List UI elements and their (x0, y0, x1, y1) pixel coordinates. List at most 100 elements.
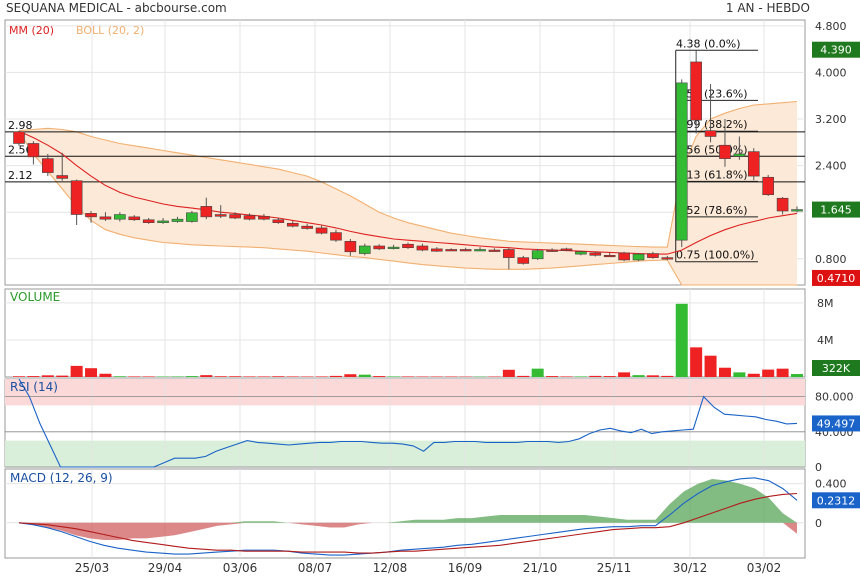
candle (517, 257, 530, 264)
volume-bar (387, 376, 400, 377)
candle (330, 232, 342, 241)
volume-bar (85, 368, 98, 377)
volume-bar (632, 375, 645, 377)
horizontal-line-label: 2.12 (8, 169, 33, 182)
candle (358, 245, 371, 254)
macd-line (18, 477, 798, 556)
x-tick-label: 25/11 (597, 561, 632, 575)
candle (200, 206, 213, 218)
candle (186, 212, 198, 222)
candle (229, 214, 241, 219)
volume-bar (675, 303, 688, 377)
volume-bar (113, 376, 126, 377)
fibonacci-level-label: 4.38 (0.0%) (676, 37, 741, 50)
volume-bar (762, 369, 775, 377)
rsi-title: RSI (14) (10, 380, 58, 394)
x-tick-label: 30/12 (673, 561, 708, 575)
volume-bar (286, 376, 299, 377)
volume-bar (171, 376, 184, 377)
volume-bar (185, 376, 198, 377)
candle (42, 158, 54, 173)
macd-tick-label: 0 (815, 517, 822, 530)
volume-bar (315, 376, 328, 377)
candle (56, 175, 69, 179)
volume-bar (560, 376, 573, 377)
candle (13, 131, 25, 144)
candle (661, 257, 674, 260)
candle (243, 215, 256, 220)
macd-signal-line (18, 492, 798, 554)
volume-bar (661, 375, 674, 377)
candle (459, 249, 472, 252)
volume-bar (344, 374, 357, 377)
rsi-tick-label: 80.000 (815, 391, 854, 404)
volume-bar (128, 376, 141, 377)
legend-entry: BOLL (20, 2) (76, 24, 144, 37)
candle (99, 216, 112, 220)
candle (632, 253, 645, 261)
price-tag-label: 1.645 (820, 204, 852, 217)
volume-panel (4, 288, 806, 378)
volume-bar (589, 375, 602, 377)
period-label[interactable]: 1 AN - HEBDO (725, 1, 810, 15)
candle (171, 218, 184, 222)
candle (70, 180, 83, 215)
volume-bar (272, 376, 285, 377)
volume-bar (99, 373, 112, 377)
legend-entry: MM (20) (9, 24, 54, 37)
candle (128, 216, 141, 221)
volume-bar (142, 376, 155, 377)
macd-histogram-negative (19, 522, 797, 540)
candle (546, 249, 558, 252)
volume-bar (27, 376, 40, 377)
x-tick-label: 29/04 (148, 561, 183, 575)
volume-bar (603, 376, 616, 377)
candle (27, 143, 40, 158)
candle (445, 249, 458, 252)
volume-bar (502, 369, 515, 377)
rsi-tag-label: 49.497 (817, 417, 856, 430)
macd-tag-label: 0.2312 (817, 494, 856, 507)
x-tick-label: 12/08 (373, 561, 408, 575)
volume-bar (704, 355, 717, 377)
bollinger-lower-line (18, 131, 797, 286)
volume-bar (776, 368, 789, 377)
x-tick-label: 08/07 (298, 561, 333, 575)
volume-bar (200, 375, 213, 377)
candle (157, 220, 169, 223)
price-tick-label: 3.200 (815, 113, 847, 126)
volume-tick-label: 8M (817, 297, 834, 310)
candle (431, 248, 443, 252)
volume-bar (41, 375, 54, 377)
volume-bar (329, 375, 342, 377)
x-tick-label: 16/09 (448, 561, 483, 575)
bollinger-band-fill (19, 101, 797, 285)
candle (647, 253, 659, 258)
candle (719, 144, 731, 159)
volume-bar (618, 372, 631, 377)
volume-bar (56, 375, 69, 377)
fibonacci-level-label: 2.99 (38.2%) (676, 118, 748, 131)
candle (733, 153, 746, 157)
candle (214, 214, 227, 217)
volume-bar (243, 376, 256, 377)
candle (474, 249, 486, 252)
volume-bar (373, 376, 386, 377)
candle (503, 249, 515, 258)
candle (85, 213, 97, 218)
candle (416, 245, 429, 251)
chart-title: SEQUANA MEDICAL - abcbourse.com (6, 1, 227, 15)
volume-bar (646, 375, 659, 377)
fibonacci-level-label: 0.75 (100.0%) (676, 249, 755, 262)
volume-bar (747, 373, 760, 377)
candle (747, 151, 760, 177)
volume-bar (70, 365, 83, 377)
price-tag-label: 0.4710 (817, 272, 856, 285)
fibonacci-level-label: 2.13 (61.8%) (676, 168, 748, 181)
bollinger-upper-line (18, 100, 798, 248)
candle (373, 245, 385, 250)
candle (603, 254, 616, 258)
rsi-line (18, 378, 798, 468)
price-tick-label: 4.800 (815, 20, 847, 33)
candle (531, 250, 544, 260)
